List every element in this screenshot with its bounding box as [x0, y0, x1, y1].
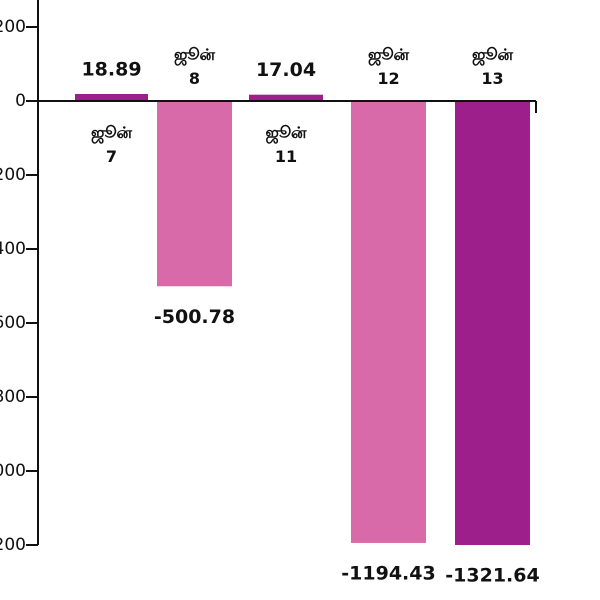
y-tick-label: -1000	[0, 461, 26, 481]
value-label: 18.89	[81, 59, 141, 81]
category-label: ஜூன் 12	[368, 45, 409, 88]
value-label: 17.04	[256, 59, 316, 81]
y-tick-label: -600	[0, 313, 26, 333]
bar	[351, 101, 426, 543]
bar	[249, 94, 323, 101]
y-tick-label: -200	[0, 165, 26, 185]
y-tick-label: -1200	[0, 535, 26, 555]
y-tick-label: 0	[15, 91, 26, 111]
category-label: ஜூன் 13	[472, 45, 513, 88]
bar	[455, 101, 530, 545]
bar	[75, 94, 148, 101]
plot-area	[75, 94, 530, 545]
category-label: ஜூன் 7	[91, 123, 132, 166]
bar	[157, 101, 232, 287]
value-label: -1321.64	[445, 565, 539, 587]
y-tick-label: -800	[0, 387, 26, 407]
category-label: ஜூன் 8	[174, 45, 215, 88]
y-tick-label: -400	[0, 239, 26, 259]
y-tick-label: 200	[0, 17, 26, 37]
value-label: -1194.43	[341, 562, 435, 584]
value-label: -500.78	[154, 306, 235, 328]
category-label: ஜூன் 11	[266, 123, 307, 166]
